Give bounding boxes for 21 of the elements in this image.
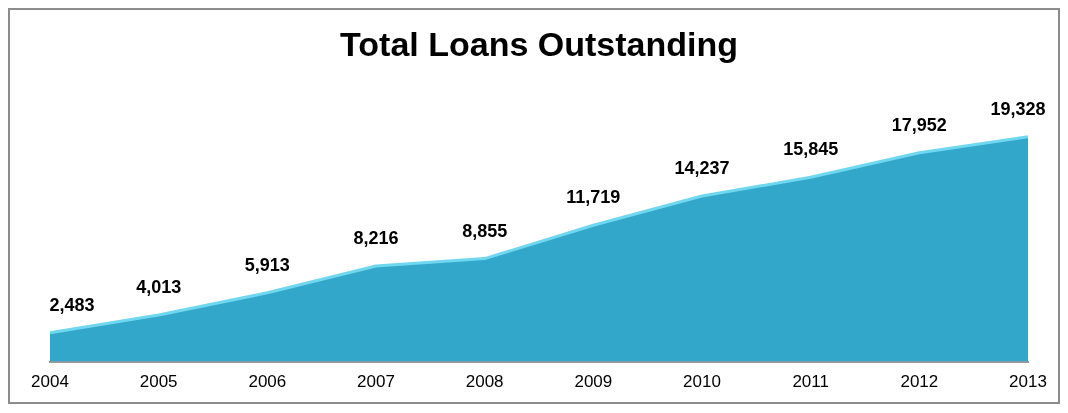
x-tick-label: 2012 <box>900 372 939 392</box>
x-tick-label: 2013 <box>1009 372 1047 392</box>
x-tick-label: 2006 <box>248 372 287 392</box>
x-tick-label: 2004 <box>31 372 69 392</box>
data-label: 17,952 <box>891 114 947 135</box>
chart-title: Total Loans Outstanding <box>340 24 738 63</box>
x-tick-label: 2005 <box>139 372 178 392</box>
data-label: 14,237 <box>674 157 730 178</box>
data-label: 4,013 <box>136 276 182 297</box>
data-label: 19,328 <box>990 98 1046 119</box>
data-label: 8,855 <box>462 220 508 241</box>
x-tick-label: 2007 <box>357 372 395 392</box>
x-tick-label: 2009 <box>574 372 613 392</box>
x-tick-label: 2011 <box>792 372 829 392</box>
data-label: 5,913 <box>244 254 290 275</box>
data-label: 11,719 <box>566 187 621 208</box>
data-label: 8,216 <box>353 228 399 248</box>
x-tick-label: 2010 <box>683 372 721 392</box>
x-tick-label: 2008 <box>465 372 504 392</box>
data-label: 2,483 <box>49 294 95 315</box>
data-label: 15,845 <box>783 139 839 160</box>
